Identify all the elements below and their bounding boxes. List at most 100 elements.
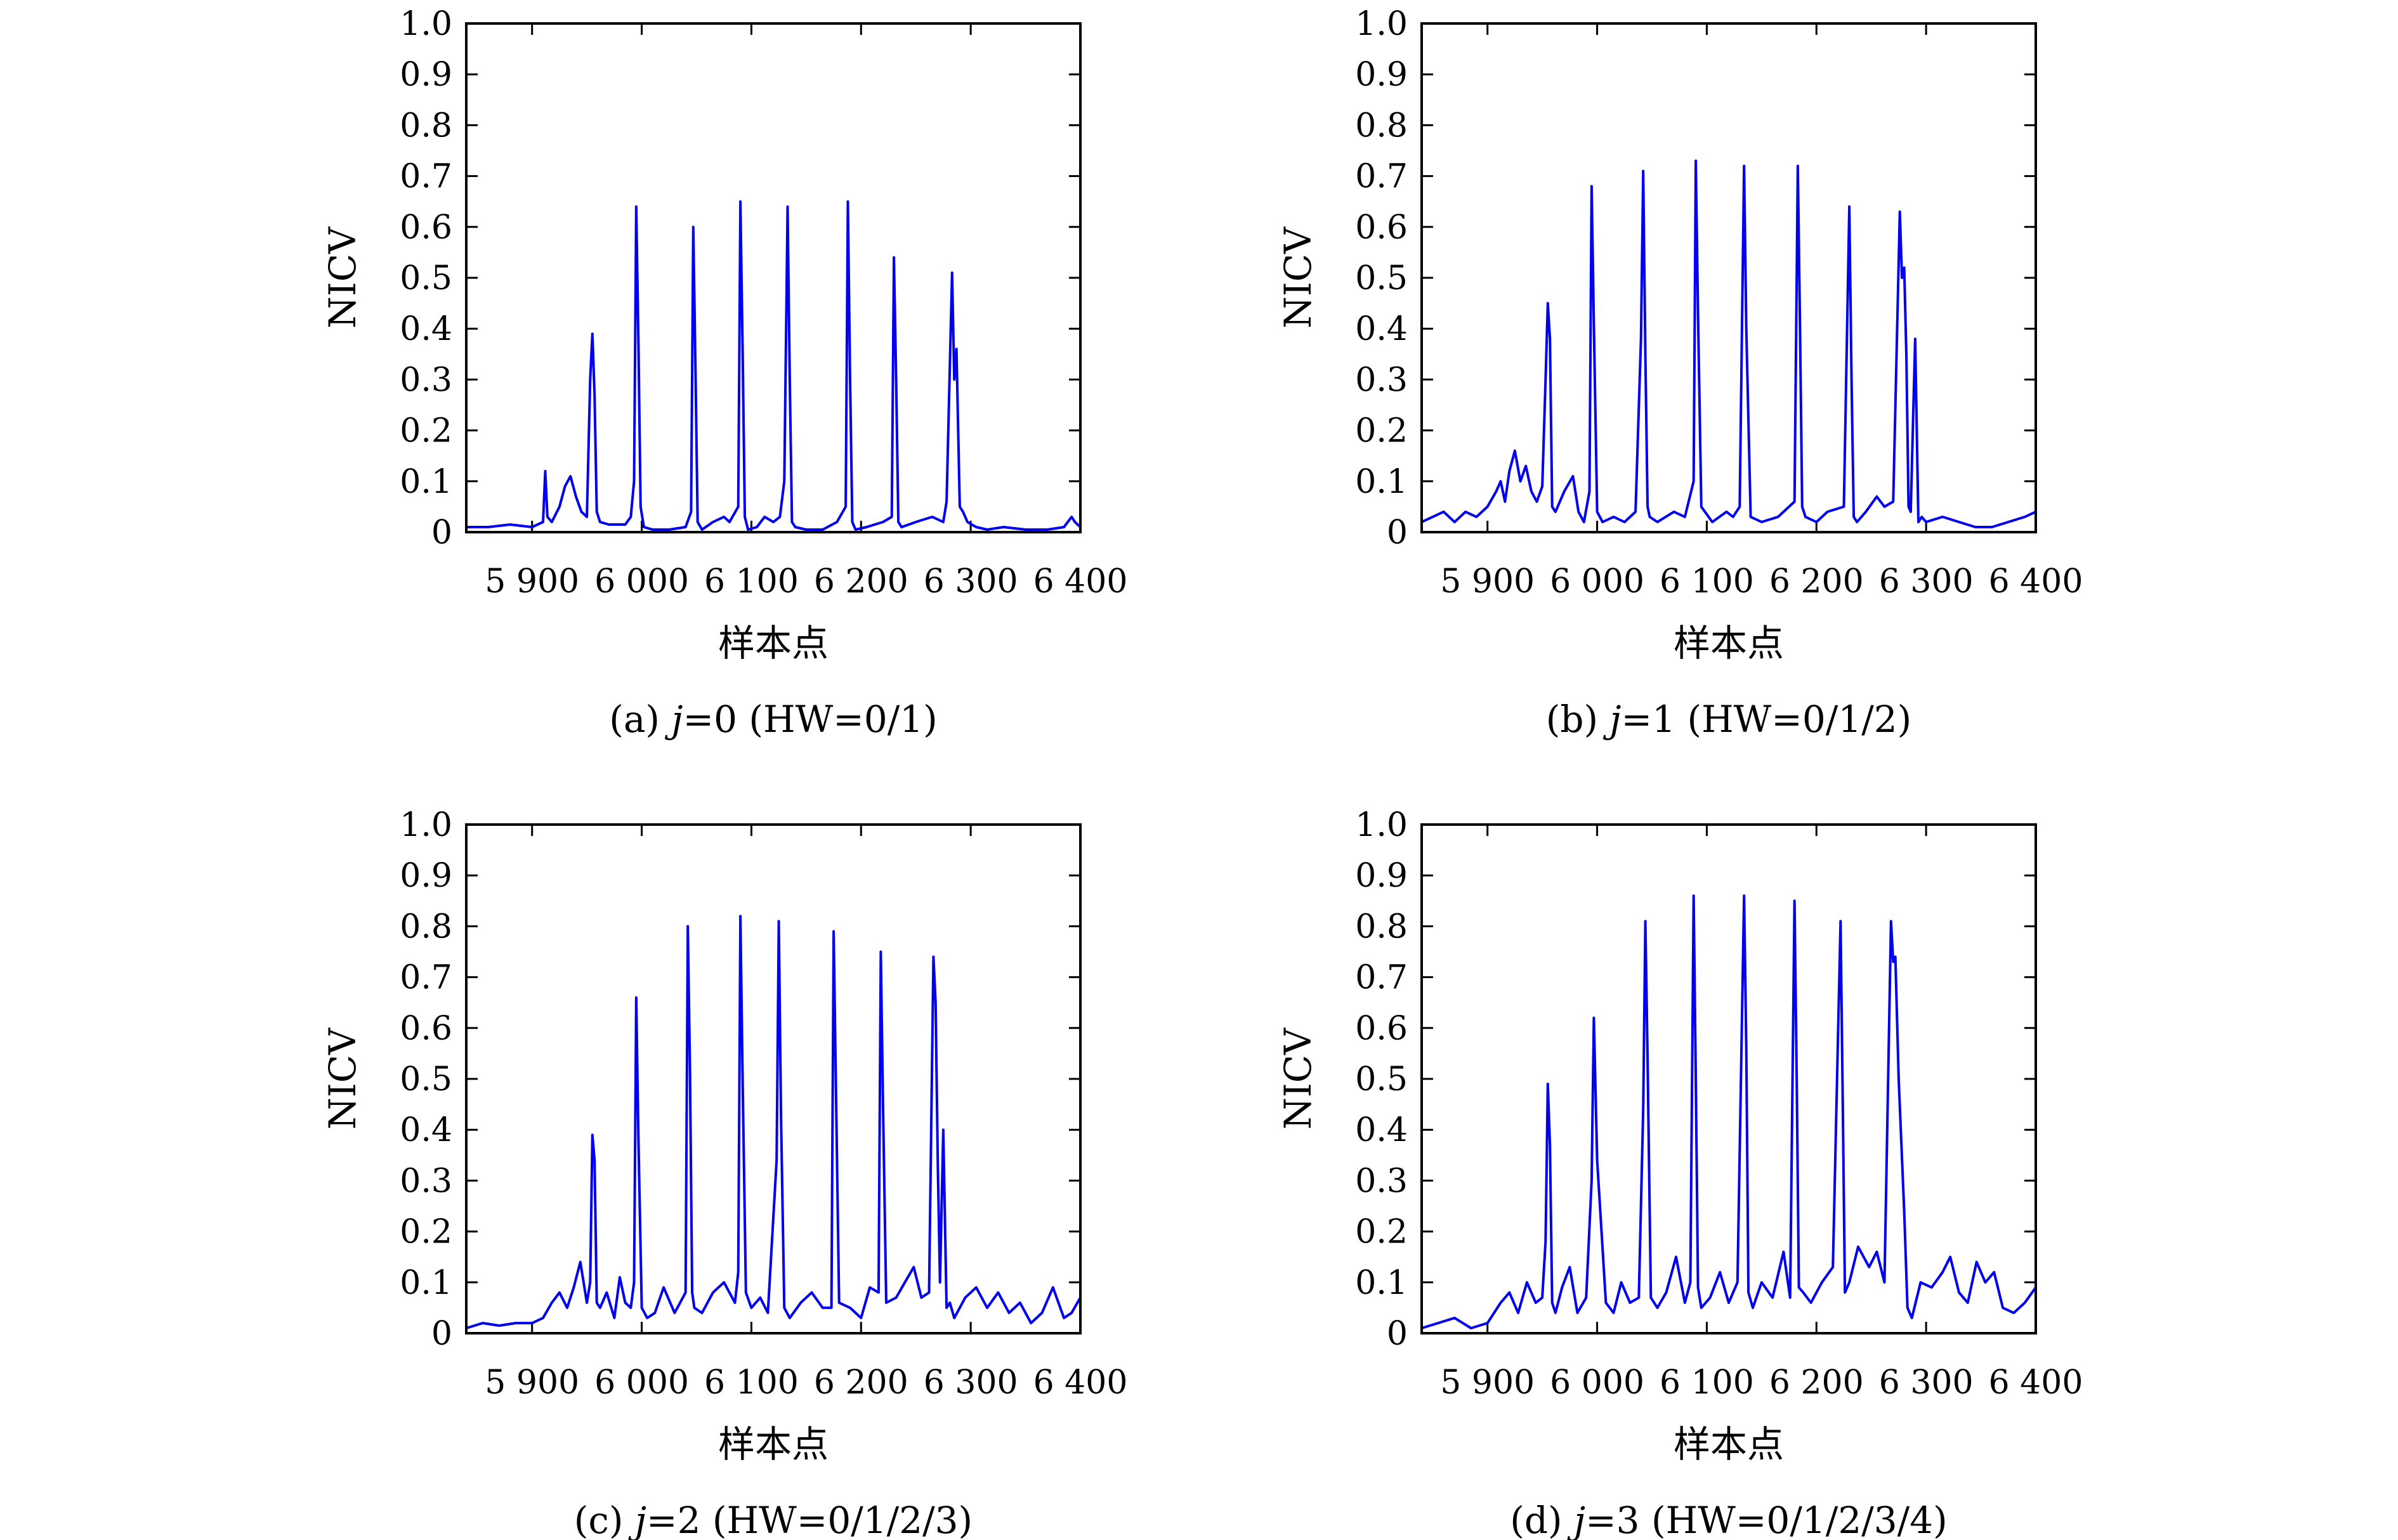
panel-caption: (d) j=3 (HW=0/1/2/3/4): [1510, 1499, 1947, 1540]
x-tick-label: 6 400: [1033, 1364, 1128, 1402]
y-axis-label: NICV: [321, 226, 364, 329]
series-line-1: [466, 200, 1082, 531]
y-tick-label: 0.1: [400, 463, 452, 501]
x-tick-label: 6 000: [1550, 1364, 1644, 1402]
x-tick-label: 6 100: [704, 563, 799, 601]
y-tick-label: 0.5: [400, 259, 452, 297]
y-tick-label: 0.2: [1355, 412, 1408, 450]
y-tick-label: 0.6: [1355, 209, 1408, 247]
y-tick-label: 1.0: [1355, 5, 1408, 43]
caption-prefix: (a): [609, 698, 671, 741]
y-tick-label: 0.6: [400, 1010, 452, 1048]
y-tick-label: 0.8: [1355, 107, 1408, 145]
caption-rest: =1 (HW=0/1/2): [1622, 698, 1912, 741]
y-axis-label: NICV: [1276, 226, 1320, 329]
x-tick-label: 5 900: [1440, 1364, 1535, 1402]
x-tick-label: 6 000: [594, 563, 689, 601]
y-tick-label: 0.2: [400, 412, 452, 450]
caption-rest: =3 (HW=0/1/2/3/4): [1585, 1499, 1948, 1540]
y-tick-label: 0.2: [400, 1213, 452, 1251]
y-tick-label: 0.8: [1355, 908, 1408, 946]
y-tick-label: 0.4: [400, 1111, 452, 1149]
y-tick-label: 0.1: [400, 1264, 452, 1302]
y-tick-label: 0.8: [400, 107, 452, 145]
y-tick-label: 1.0: [400, 806, 452, 844]
y-tick-label: 0.6: [400, 209, 452, 247]
series-line-1: [1421, 159, 2036, 528]
plot-frame: [465, 22, 1082, 533]
y-tick-label: 0.4: [1355, 1111, 1408, 1149]
x-tick-label: 6 200: [1769, 563, 1864, 601]
y-tick-label: 0.9: [400, 857, 452, 895]
panel-caption: (c) j=2 (HW=0/1/2/3): [574, 1499, 973, 1540]
y-tick-label: 0.9: [1355, 56, 1408, 94]
x-tick-label: 6 100: [1660, 1364, 1754, 1402]
x-tick-label: 6 400: [1989, 563, 2083, 601]
y-tick-label: 0.3: [1355, 361, 1408, 399]
x-axis-label: 样本点: [1674, 1423, 1784, 1466]
x-axis-label: 样本点: [718, 622, 829, 665]
y-tick-label: 0.5: [400, 1060, 452, 1099]
x-tick-label: 6 300: [924, 563, 1018, 601]
x-tick-label: 6 200: [1769, 1364, 1864, 1402]
caption-prefix: (b): [1546, 698, 1610, 741]
y-tick-label: 0.5: [1355, 259, 1408, 297]
x-tick-label: 6 300: [1879, 563, 1974, 601]
x-tick-label: 6 000: [594, 1364, 689, 1402]
y-tick-label: 0.7: [400, 158, 452, 196]
y-tick-label: 0.4: [1355, 310, 1408, 348]
panel-caption: (b) j=1 (HW=0/1/2): [1546, 698, 1912, 741]
x-tick-label: 6 200: [814, 1364, 908, 1402]
y-tick-label: 0.5: [1355, 1060, 1408, 1099]
x-tick-label: 6 300: [1879, 1364, 1974, 1402]
caption-prefix: (c): [574, 1499, 635, 1540]
series-line-1: [1421, 894, 2037, 1329]
plot-frame: [465, 823, 1082, 1334]
chart-panel-c: 0 0.1 0.2 0.3 0.4 0.5 0.6 0.7 0.8 0.9 1.0 5 900 6 00…: [321, 806, 1127, 1540]
x-tick-label: 6 000: [1550, 563, 1644, 601]
y-tick-label: 0.3: [400, 1162, 452, 1200]
x-tick-label: 5 900: [485, 1364, 579, 1402]
plot-frame: [1420, 823, 2037, 1334]
y-tick-label: 0.6: [1355, 1010, 1408, 1048]
y-tick-label: 0.9: [1355, 857, 1408, 895]
y-axis-label: NICV: [1276, 1028, 1320, 1130]
x-tick-label: 6 400: [1989, 1364, 2083, 1402]
caption-prefix: (d): [1510, 1499, 1574, 1540]
y-tick-label: 0.3: [400, 361, 452, 399]
y-tick-label: 0.9: [400, 56, 452, 94]
y-tick-label: 0.7: [1355, 158, 1408, 196]
y-tick-label: 1.0: [1355, 806, 1408, 844]
x-tick-label: 6 300: [924, 1364, 1018, 1402]
chart-panel-b: 0 0.1 0.2 0.3 0.4 0.5 0.6 0.7 0.8 0.9 1.0 5 900 6 00…: [1276, 5, 2083, 741]
x-axis-label: 样本点: [1674, 622, 1784, 665]
chart-panel-d: 0 0.1 0.2 0.3 0.4 0.5 0.6 0.7 0.8 0.9 1.0 5 900 6 00…: [1276, 806, 2083, 1540]
caption-rest: =2 (HW=0/1/2/3): [646, 1499, 973, 1540]
plot-frame: [1420, 22, 2037, 533]
y-tick-label: 0: [1387, 1315, 1408, 1353]
y-tick-label: 0.7: [400, 959, 452, 997]
chart-panel-a: 0 0.1 0.2 0.3 0.4 0.5 0.6 0.7 0.8 0.9 1.0 5 900 6 00…: [321, 5, 1127, 741]
y-tick-label: 0.7: [1355, 959, 1408, 997]
y-tick-label: 0: [431, 514, 452, 552]
y-tick-label: 0.1: [1355, 463, 1408, 501]
y-tick-label: 0.8: [400, 908, 452, 946]
x-tick-label: 6 400: [1033, 563, 1128, 601]
y-tick-label: 0.1: [1355, 1264, 1408, 1302]
x-tick-label: 5 900: [1440, 563, 1535, 601]
x-tick-label: 6 200: [814, 563, 908, 601]
x-tick-label: 6 100: [1660, 563, 1754, 601]
y-tick-label: 0: [1387, 514, 1408, 552]
x-tick-label: 5 900: [485, 563, 579, 601]
caption-rest: =0 (HW=0/1): [683, 698, 937, 741]
series-line-1: [466, 915, 1082, 1329]
y-tick-label: 0.3: [1355, 1162, 1408, 1200]
y-tick-label: 0.4: [400, 310, 452, 348]
y-tick-label: 1.0: [400, 5, 452, 43]
y-tick-label: 0.2: [1355, 1213, 1408, 1251]
y-tick-label: 0: [431, 1315, 452, 1353]
x-tick-label: 6 100: [704, 1364, 799, 1402]
panel-caption: (a) j=0 (HW=0/1): [609, 698, 938, 741]
y-axis-label: NICV: [321, 1028, 364, 1130]
